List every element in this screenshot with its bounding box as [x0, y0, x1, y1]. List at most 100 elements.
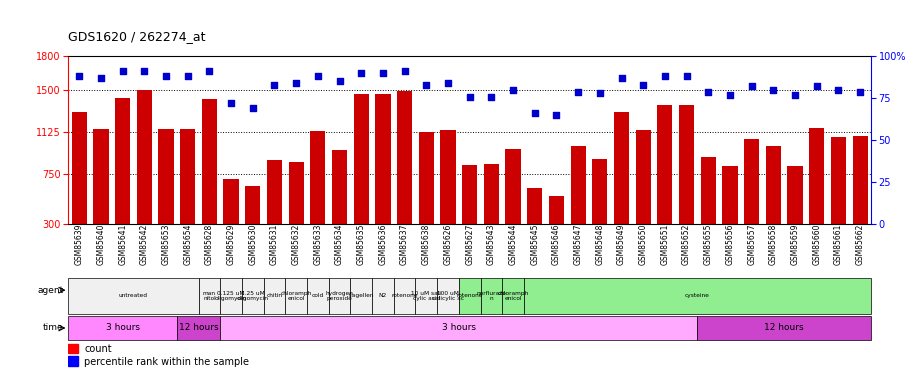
Text: GSM85627: GSM85627 [465, 224, 474, 266]
Text: GSM85641: GSM85641 [118, 224, 127, 266]
Point [743, 84, 758, 90]
Text: chloramph
enicol: chloramph enicol [281, 291, 312, 301]
Point [592, 90, 607, 96]
Bar [808, 128, 824, 258]
Point [701, 88, 715, 94]
Point [137, 68, 151, 74]
Text: flagellen: flagellen [348, 293, 374, 298]
Text: cysteine: cysteine [684, 293, 709, 298]
Text: GSM85644: GSM85644 [508, 224, 517, 266]
Bar [852, 136, 866, 258]
Text: GSM85655: GSM85655 [703, 224, 712, 266]
Bar [307, 278, 328, 314]
Text: 10 uM sali
cylic acid: 10 uM sali cylic acid [411, 291, 441, 301]
Point [267, 82, 281, 88]
Text: cold: cold [312, 293, 323, 298]
Point [506, 87, 520, 93]
Bar [548, 196, 563, 258]
Bar [505, 149, 520, 258]
Text: man
nitol: man nitol [202, 291, 216, 301]
Text: GSM85659: GSM85659 [790, 224, 799, 266]
Text: GSM85654: GSM85654 [183, 224, 192, 266]
Text: 1.25 uM
oligomycin: 1.25 uM oligomycin [237, 291, 269, 301]
Bar [137, 90, 152, 258]
Text: GSM85646: GSM85646 [551, 224, 560, 266]
Point [462, 93, 476, 99]
Bar [350, 278, 372, 314]
Text: GSM85631: GSM85631 [270, 224, 279, 266]
Bar [462, 165, 476, 258]
Bar [267, 160, 281, 258]
Point [852, 88, 866, 94]
Text: N2: N2 [378, 293, 386, 298]
Text: GSM85633: GSM85633 [313, 224, 322, 266]
Text: chloramph
enicol: chloramph enicol [496, 291, 528, 301]
Point [180, 74, 195, 80]
Bar [436, 278, 458, 314]
Text: GSM85658: GSM85658 [768, 224, 777, 266]
Text: GSM85657: GSM85657 [746, 224, 755, 266]
Bar [285, 278, 307, 314]
Bar [480, 278, 502, 314]
Point [223, 100, 238, 106]
Bar [657, 105, 671, 258]
Bar [613, 112, 629, 258]
Bar [375, 94, 390, 258]
Bar [523, 278, 870, 314]
Bar [502, 278, 523, 314]
Text: GSM85662: GSM85662 [855, 224, 864, 266]
Bar [177, 316, 220, 340]
Bar [700, 157, 715, 258]
Text: GSM85635: GSM85635 [356, 224, 365, 266]
Text: GSM85652: GSM85652 [681, 224, 691, 266]
Bar [830, 137, 845, 258]
Point [570, 88, 585, 94]
Bar [179, 129, 195, 258]
Text: GSM85629: GSM85629 [226, 224, 235, 266]
Bar [372, 278, 394, 314]
Bar [394, 278, 415, 314]
Bar [635, 130, 650, 258]
Bar [458, 278, 480, 314]
Point [830, 87, 844, 93]
Text: GSM85650: GSM85650 [638, 224, 647, 266]
Point [94, 75, 108, 81]
Text: rotenone: rotenone [456, 293, 483, 298]
Point [722, 92, 736, 98]
Text: GSM85645: GSM85645 [529, 224, 538, 266]
Bar [310, 131, 325, 258]
Point [418, 82, 433, 88]
Point [353, 70, 368, 76]
Point [679, 74, 693, 80]
Point [657, 74, 671, 80]
Bar [415, 278, 436, 314]
Bar [68, 356, 78, 366]
Bar [68, 316, 177, 340]
Text: GSM85640: GSM85640 [97, 224, 106, 266]
Text: GSM85626: GSM85626 [443, 224, 452, 266]
Text: norflurazo
n: norflurazo n [476, 291, 506, 301]
Text: GSM85630: GSM85630 [248, 224, 257, 266]
Text: 12 hours: 12 hours [763, 324, 804, 333]
Text: GSM85648: GSM85648 [595, 224, 604, 266]
Text: GSM85634: GSM85634 [334, 224, 343, 266]
Bar [570, 146, 585, 258]
Text: GSM85643: GSM85643 [486, 224, 496, 266]
Point [245, 105, 260, 111]
Text: GSM85632: GSM85632 [292, 224, 301, 266]
Text: 3 hours: 3 hours [441, 324, 476, 333]
Point [765, 87, 780, 93]
Point [613, 75, 628, 81]
Text: GSM85628: GSM85628 [205, 224, 214, 265]
Bar [743, 139, 759, 258]
Bar [245, 186, 260, 258]
Bar [332, 150, 347, 258]
Bar [483, 164, 498, 258]
Text: GDS1620 / 262274_at: GDS1620 / 262274_at [68, 30, 206, 43]
Bar [201, 99, 217, 258]
Text: 12 hours: 12 hours [179, 324, 218, 333]
Text: percentile rank within the sample: percentile rank within the sample [85, 357, 250, 367]
Bar [722, 166, 737, 258]
Bar [199, 278, 220, 314]
Bar [591, 159, 607, 258]
